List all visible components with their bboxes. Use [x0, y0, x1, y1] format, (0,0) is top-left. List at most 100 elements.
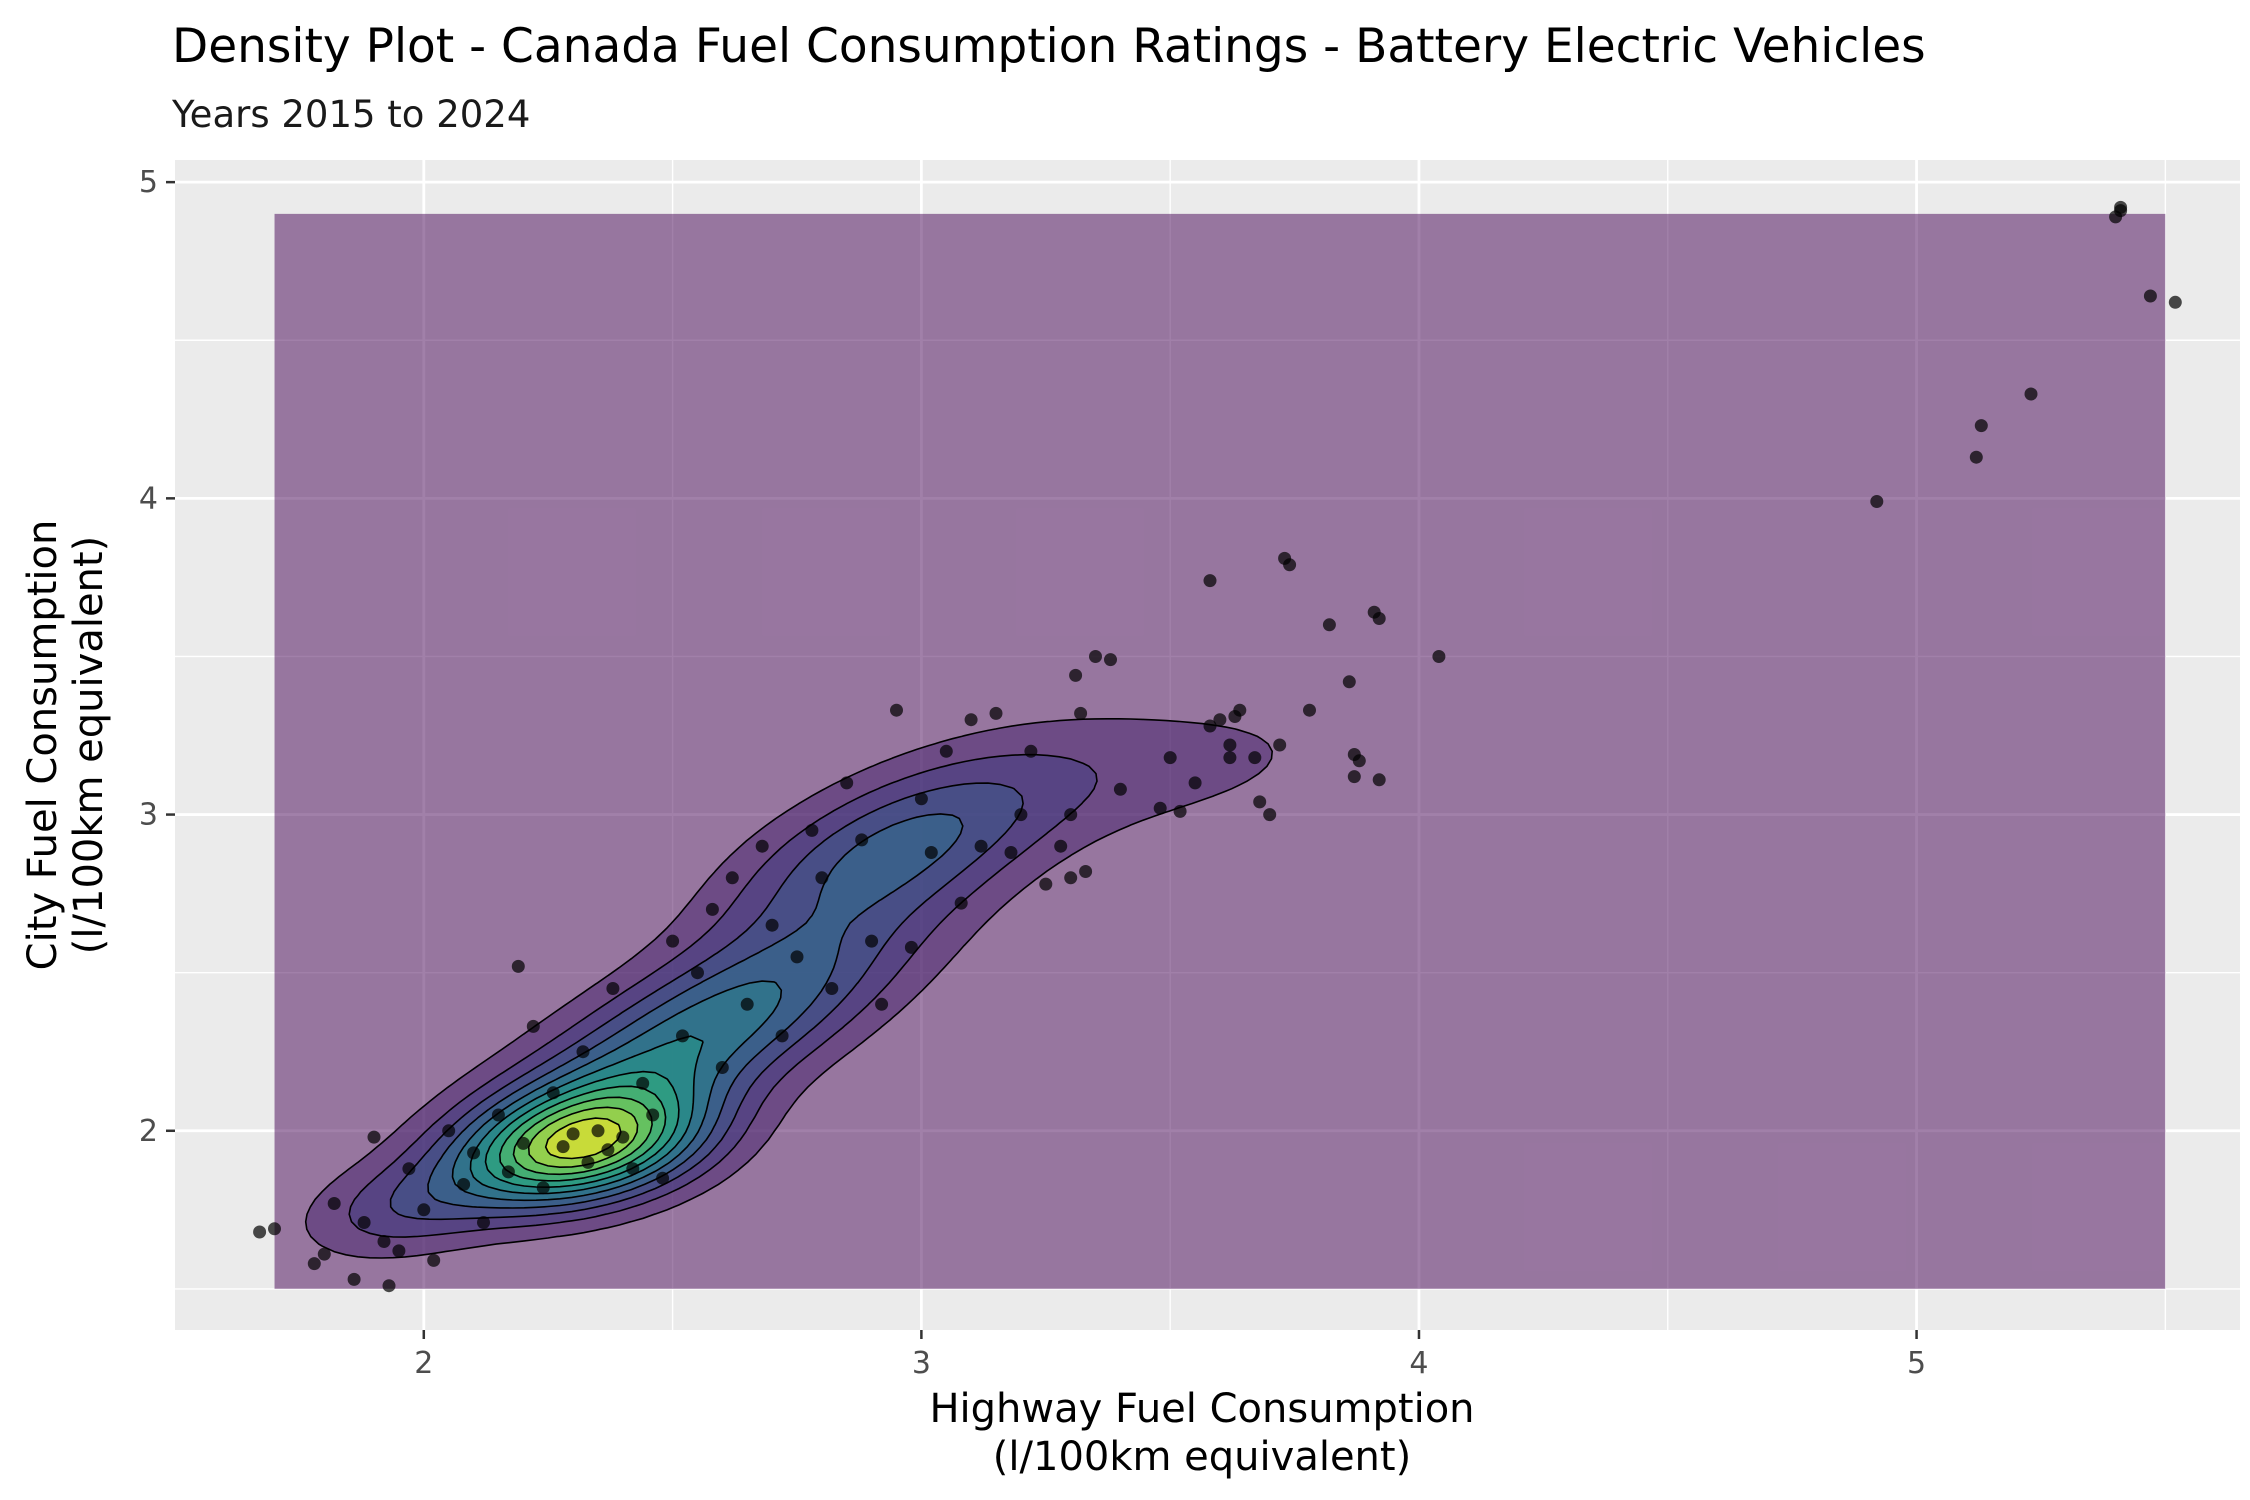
data-point — [989, 706, 1003, 720]
data-point — [402, 1162, 416, 1176]
data-point — [1233, 703, 1247, 717]
data-point — [427, 1253, 441, 1267]
data-point — [2024, 387, 2038, 401]
data-point — [1969, 450, 1983, 464]
density-contour-line — [389, 782, 1024, 1221]
data-point — [1248, 751, 1262, 765]
x-axis-title-line-1: Highway Fuel Consumption — [929, 1386, 1474, 1432]
density-fills — [305, 718, 1273, 1258]
data-point — [1004, 846, 1018, 859]
data-point — [805, 823, 819, 837]
data-point — [526, 1019, 540, 1033]
data-point — [307, 1257, 321, 1271]
data-point — [740, 997, 754, 1011]
data-point — [725, 871, 739, 885]
data-point — [790, 950, 804, 964]
data-point — [546, 1086, 560, 1100]
density-contour-line — [527, 1106, 639, 1169]
data-point — [1203, 719, 1217, 733]
data-point — [511, 959, 525, 973]
data-point — [890, 703, 903, 717]
data-point — [1347, 770, 1361, 784]
y-axis-title: City Fuel Consumption (l/100km equivalen… — [20, 520, 112, 971]
data-point — [1173, 804, 1187, 818]
data-point — [377, 1235, 391, 1248]
data-point — [442, 1124, 456, 1138]
data-point — [939, 744, 953, 758]
data-point — [1163, 751, 1177, 765]
data-point — [755, 839, 769, 853]
data-point — [1273, 738, 1287, 752]
density-layer — [274, 213, 2166, 1289]
data-point — [1203, 574, 1217, 588]
data-point — [1024, 744, 1038, 758]
data-point — [1870, 495, 1884, 508]
data-point — [417, 1203, 431, 1217]
data-points — [253, 200, 2182, 1293]
data-point — [775, 1029, 789, 1043]
data-point — [1153, 801, 1167, 815]
data-point — [1283, 558, 1297, 572]
data-point — [2143, 289, 2157, 303]
data-point — [1342, 675, 1356, 689]
data-point — [556, 1140, 570, 1154]
data-point — [765, 918, 779, 932]
data-point — [491, 1108, 505, 1122]
data-point — [1253, 795, 1267, 809]
data-point — [1223, 738, 1237, 752]
data-point — [576, 1045, 590, 1059]
data-point — [875, 997, 889, 1011]
data-point — [1188, 776, 1202, 790]
density-contour-line — [348, 753, 1098, 1238]
data-point — [705, 902, 719, 916]
data-point — [467, 1146, 481, 1160]
data-point — [1322, 618, 1336, 632]
data-point — [974, 839, 988, 853]
data-point — [317, 1247, 331, 1261]
x-tick-label: 5 — [1907, 1346, 1926, 1381]
y-axis: 2 3 4 5 — [139, 165, 175, 1149]
data-point — [954, 896, 968, 910]
data-point — [646, 1108, 660, 1122]
data-point — [457, 1178, 471, 1191]
data-point — [392, 1244, 406, 1258]
data-point — [626, 1162, 640, 1176]
data-point — [1213, 713, 1227, 727]
data-point — [253, 1225, 267, 1239]
data-point — [1372, 612, 1386, 625]
data-point — [1263, 808, 1277, 822]
chart-title: Density Plot - Canada Fuel Consumption R… — [172, 19, 1926, 74]
data-point — [904, 940, 918, 954]
data-point — [1054, 839, 1068, 853]
x-tick-label: 3 — [912, 1346, 931, 1381]
density-contour-line — [498, 1085, 667, 1182]
data-point — [367, 1130, 381, 1144]
data-point — [825, 982, 839, 995]
data-point — [865, 934, 879, 948]
data-point — [2168, 295, 2182, 309]
data-point — [855, 833, 869, 847]
data-point — [656, 1171, 670, 1185]
data-point — [715, 1061, 729, 1074]
data-point — [676, 1029, 689, 1043]
data-point — [327, 1197, 341, 1210]
y-tick-label: 3 — [139, 798, 158, 833]
data-point — [1079, 865, 1093, 878]
data-point — [477, 1216, 490, 1229]
data-point — [924, 846, 938, 859]
data-point — [516, 1136, 530, 1150]
data-point — [382, 1279, 396, 1293]
data-point — [1974, 419, 1988, 433]
x-tick-label: 2 — [414, 1346, 433, 1381]
data-point — [666, 934, 680, 948]
density-contour-line — [451, 980, 783, 1202]
data-point — [347, 1272, 361, 1286]
density-contour-line — [469, 1035, 704, 1195]
x-axis: 2 3 4 5 — [414, 1330, 1926, 1381]
data-point — [914, 792, 928, 806]
data-point — [815, 871, 829, 885]
data-point — [1039, 877, 1053, 891]
data-point — [1352, 754, 1366, 768]
y-axis-title-line-2: (l/100km equivalent) — [66, 536, 112, 954]
